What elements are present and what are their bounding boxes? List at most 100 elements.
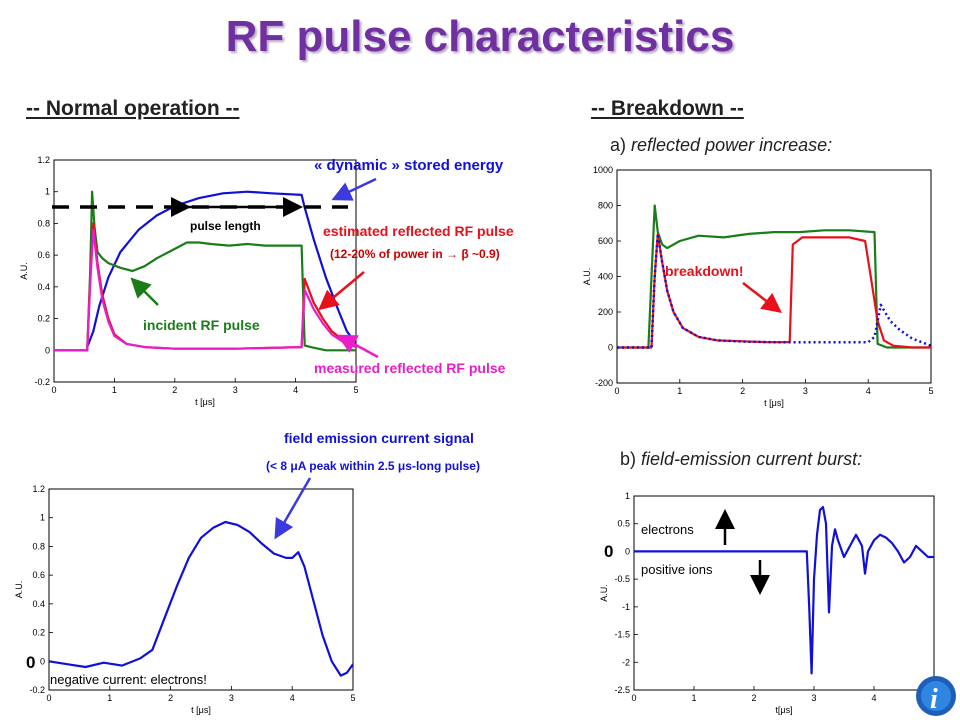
y-tick-label: -0.2 [34,377,50,387]
y-tick-label: 200 [598,307,613,317]
x-axis-label: t [μs] [195,397,215,407]
y-axis-label: A.U. [599,584,609,602]
x-tick-label: 4 [293,385,298,395]
y-tick-label: 0.2 [32,628,45,638]
dynamic-energy-label: « dynamic » stored energy [314,157,504,174]
series-line-dynamic-stored-energy [86,190,357,348]
breakdown-label: breakdown! [665,263,744,279]
series-line-field-emission-burst [634,506,934,675]
x-tick-label: 1 [112,385,117,395]
x-tick-label: 0 [631,693,636,703]
y-tick-label: 0.4 [32,599,45,609]
x-tick-label: 0 [46,693,51,703]
y-tick-label: 800 [598,201,613,211]
incident-label: incident RF pulse [143,317,260,333]
y-tick-label: 1 [45,187,50,197]
x-tick-label: 5 [928,386,933,396]
slide-title: RF pulse characteristics [225,12,735,61]
y-tick-label: -2.5 [614,685,630,695]
x-tick-label: 4 [871,693,876,703]
series-line-field-emission-current [48,520,354,677]
x-tick-label: 2 [740,386,745,396]
x-tick-label: 2 [751,693,756,703]
normal-operation-header: -- Normal operation -- [26,97,240,120]
estimated-reflected-note: (12-20% of power in → β ~0.9) [330,247,500,261]
x-tick-label: 3 [233,385,238,395]
dynamic-energy-arrow [331,177,377,201]
plot-frame [633,495,935,691]
y-tick-label: 0 [625,546,630,556]
y-tick-label: -200 [595,378,613,388]
chart-normal: 0 1 2 3 4 5-0.200.20.40.60.811.2t [μs]A.U. [19,155,359,407]
y-tick-label: 0 [40,656,45,666]
x-tick-label: 3 [803,386,808,396]
info-logo-icon: i [916,676,956,716]
plot-frame [616,169,932,384]
y-tick-label: 1.2 [32,484,45,494]
y-tick-label: 0.2 [37,314,50,324]
y-tick-label: 1.2 [37,155,50,165]
x-tick-label: 1 [677,386,682,396]
breakdown-header: -- Breakdown -- [591,97,744,120]
y-tick-label: 0.5 [617,519,630,529]
series-line-incident [617,204,931,349]
x-tick-label: 4 [866,386,871,396]
y-axis-label: A.U. [14,581,24,599]
x-tick-label: 5 [353,385,358,395]
subheading-a: a) reflected power increase: [610,135,833,155]
y-tick-label: -1 [622,602,630,612]
x-tick-label: 2 [168,693,173,703]
plot-frame [48,488,354,691]
x-tick-label: 1 [691,693,696,703]
y-tick-label: 400 [598,272,613,282]
y-axis-label: A.U. [19,262,29,280]
incident-arrow [130,277,159,306]
series-line-measured-reflected-rf-pulse [54,228,357,352]
x-tick-label: 0 [614,386,619,396]
pulse-length-label: pulse length [190,219,261,233]
measured-reflected-label: measured reflected RF pulse [314,360,506,376]
fe-signal-note: (< 8 μA peak within 2.5 μs-long pulse) [266,459,480,473]
y-tick-label: -1.5 [614,630,630,640]
y-tick-label: -0.2 [29,685,45,695]
y-tick-label: 1 [625,491,630,501]
x-tick-label: 1 [107,693,112,703]
y-tick-label: 0.4 [37,282,50,292]
y-tick-label: 0.8 [37,218,50,228]
positive-ions-label: positive ions [641,562,713,577]
electrons-label: electrons [641,522,694,537]
zero-marker-right: 0 [604,542,613,561]
y-axis-label: A.U. [582,268,592,286]
x-tick-label: 3 [811,693,816,703]
y-tick-label: 0.8 [32,541,45,551]
x-tick-label: 4 [290,693,295,703]
estimated-reflected-label: estimated reflected RF pulse [323,223,514,239]
fe-signal-label: field emission current signal [284,430,474,446]
y-tick-label: 0 [45,345,50,355]
x-axis-label: t [μs] [191,705,211,715]
y-tick-label: 1000 [593,165,613,175]
y-tick-label: 0.6 [37,250,50,260]
y-tick-label: 0.6 [32,570,45,580]
x-axis-label: t[μs] [775,705,792,715]
subheading-b: b) field-emission current burst: [620,449,863,469]
x-tick-label: 5 [350,693,355,703]
x-tick-label: 0 [51,385,56,395]
fe-signal-arrow [274,477,312,540]
x-tick-label: 2 [172,385,177,395]
x-axis-label: t [μs] [764,398,784,408]
zero-marker-left: 0 [26,653,35,672]
negative-current-label: negative current: electrons! [50,672,207,687]
y-tick-label: 600 [598,236,613,246]
y-tick-label: -2 [622,657,630,667]
measured-reflected-arrow [336,334,379,359]
x-tick-label: 3 [229,693,234,703]
estimated-reflected-arrow [318,271,365,311]
chart-field-emission: 0 1 2 3 4 5-0.200.20.40.60.811.2t [μs]A.U. [14,484,356,715]
svg-text:i: i [930,684,938,715]
y-tick-label: 1 [40,513,45,523]
y-tick-label: -0.5 [614,574,630,584]
